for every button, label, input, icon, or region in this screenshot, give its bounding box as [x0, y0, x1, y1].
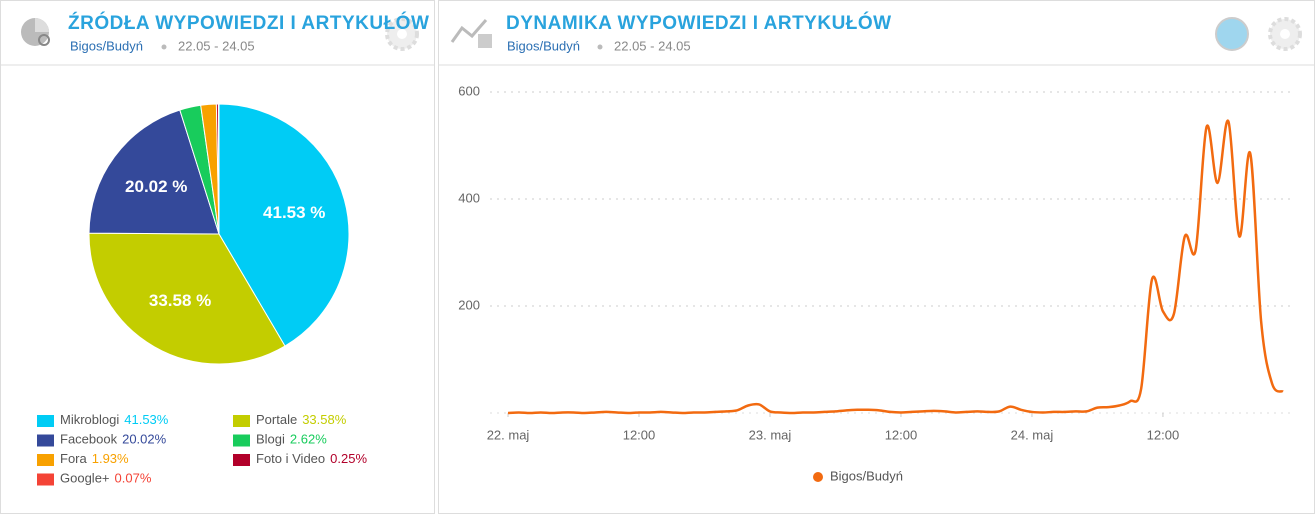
- slice-label: 20.02 %: [125, 177, 187, 196]
- legend-label: Portale 33.58%: [256, 412, 347, 427]
- y-tick-label: 200: [458, 297, 480, 312]
- legend-name: Facebook: [60, 432, 118, 447]
- x-tick-label: 12:00: [885, 427, 918, 442]
- legend-name: Google+: [60, 471, 110, 486]
- legend-value: 0.25%: [330, 451, 367, 466]
- legend-name: Foto i Video: [256, 451, 325, 466]
- legend-label: Mikroblogi 41.53%: [60, 412, 169, 427]
- legend-value: 0.07%: [115, 471, 152, 486]
- pie-slice: [88, 109, 220, 235]
- legend-name: Fora: [60, 451, 88, 466]
- y-tick-label: 600: [458, 83, 480, 98]
- subtitle: Bigos/Budyń: [70, 38, 143, 53]
- x-tick-label: 12:00: [623, 427, 656, 442]
- settings-icon[interactable]: [385, 17, 419, 51]
- legend-name: Portale: [256, 412, 297, 427]
- legend-label: Bigos/Budyń: [830, 468, 903, 483]
- x-tick-label: 24. maj: [1011, 427, 1054, 442]
- globe-icon[interactable]: [1215, 17, 1249, 51]
- legend-name: Blogi: [256, 432, 285, 447]
- legend-swatch: [37, 454, 54, 466]
- date-range: 22.05 - 24.05: [178, 38, 255, 53]
- legend-value: 41.53%: [124, 412, 169, 427]
- separator: [597, 44, 603, 50]
- date-range: 22.05 - 24.05: [614, 38, 691, 53]
- panel-title: DYNAMIKA WYPOWIEDZI I ARTYKUŁÓW: [506, 12, 892, 34]
- legend-value: 1.93%: [92, 451, 129, 466]
- line-series: [507, 119, 1284, 415]
- legend-swatch: [233, 454, 250, 466]
- legend-value: 20.02%: [122, 432, 167, 447]
- pie-slice: [218, 103, 350, 347]
- legend-name: Mikroblogi: [60, 412, 119, 427]
- legend-value: 2.62%: [290, 432, 327, 447]
- y-tick-label: 400: [458, 190, 480, 205]
- panel-title: ŹRÓDŁA WYPOWIEDZI I ARTYKUŁÓW: [68, 12, 429, 34]
- legend-swatch: [233, 415, 250, 427]
- slice-label: 33.58 %: [149, 291, 211, 310]
- x-tick-label: 12:00: [1147, 427, 1180, 442]
- legend-label: Facebook 20.02%: [60, 432, 167, 447]
- panel: [438, 0, 1315, 514]
- line-icon: [450, 19, 492, 48]
- legend-value: 33.58%: [302, 412, 347, 427]
- legend-label: Google+ 0.07%: [60, 471, 152, 486]
- pie-icon: [21, 18, 50, 46]
- x-tick-label: 22. maj: [487, 427, 530, 442]
- legend-label: Fora 1.93%: [60, 451, 129, 466]
- legend-label: Foto i Video 0.25%: [256, 451, 367, 466]
- slice-label: 41.53 %: [263, 203, 325, 222]
- legend-swatch: [37, 415, 54, 427]
- pie-slice: [88, 232, 286, 365]
- pie-slice: [217, 103, 220, 235]
- legend-marker: [813, 472, 823, 482]
- subtitle: Bigos/Budyń: [507, 38, 580, 53]
- legend-label: Blogi 2.62%: [256, 432, 327, 447]
- settings-icon[interactable]: [1268, 17, 1302, 51]
- x-tick-label: 23. maj: [749, 427, 792, 442]
- legend-swatch: [37, 434, 54, 447]
- legend-swatch: [37, 473, 54, 486]
- legend-swatch: [233, 434, 250, 447]
- separator: [161, 44, 167, 50]
